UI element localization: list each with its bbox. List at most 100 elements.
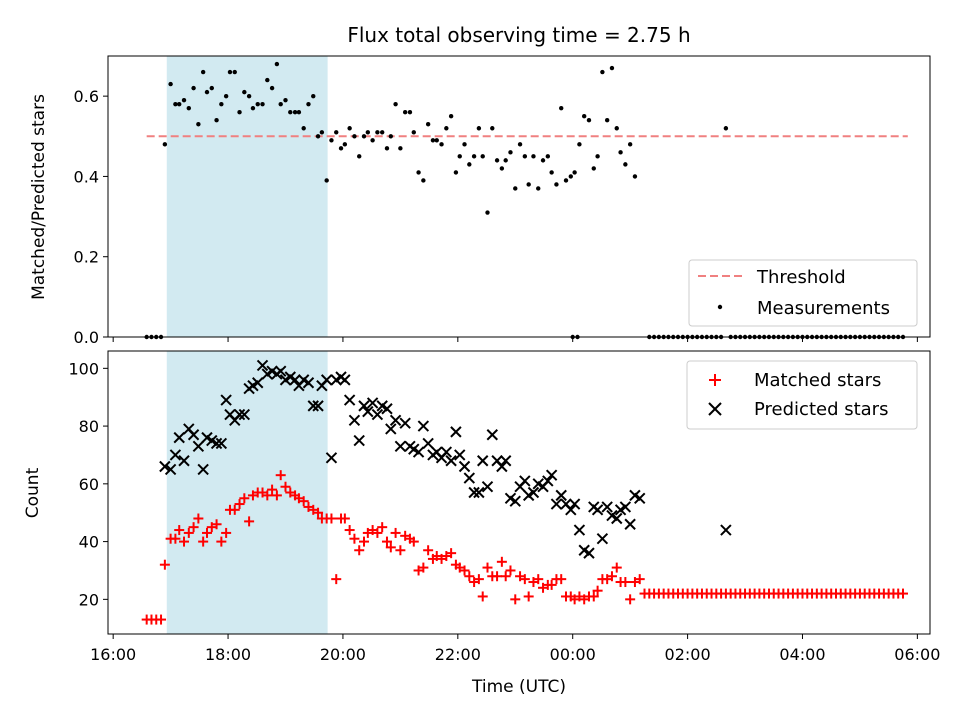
measurement-point: [591, 166, 596, 171]
predicted-star-point: [591, 504, 604, 516]
predicted-star-point: [371, 408, 384, 421]
measurement-point: [471, 154, 477, 159]
predicted-star-point: [366, 397, 379, 409]
predicted-star-point: [477, 455, 489, 467]
measurement-point: [352, 134, 357, 139]
measurement-point: [614, 126, 619, 131]
matched-star-point: [500, 571, 511, 582]
predicted-star-point: [192, 440, 205, 453]
top-y-tick-label: 0.4: [74, 167, 99, 186]
predicted-star-point: [385, 423, 397, 435]
matched-star-point: [183, 527, 194, 538]
matched-legend-label: Matched stars: [754, 370, 881, 391]
matched-star-point: [505, 565, 516, 576]
measurement-point: [274, 61, 280, 67]
measurement-point: [196, 122, 201, 127]
matched-star-point: [271, 490, 282, 501]
predicted-star-point: [197, 463, 209, 476]
measurement-point: [162, 142, 168, 147]
measurement-point: [554, 182, 559, 187]
measurement-point: [311, 93, 316, 99]
measurement-point: [269, 85, 275, 91]
measurement-point: [232, 69, 237, 75]
matched-star-point: [546, 579, 557, 590]
predicted-star-point: [325, 452, 338, 464]
matched-star-point: [385, 542, 396, 553]
matched-star-point: [519, 574, 530, 585]
measurement-point: [342, 142, 348, 147]
measurement-point: [559, 105, 564, 111]
measurement-point: [467, 162, 472, 167]
predicted-star-point: [450, 426, 462, 438]
measurement-point: [388, 134, 394, 139]
measurement-point: [536, 186, 541, 191]
measurement-point: [338, 146, 344, 151]
matched-star-point: [496, 556, 507, 567]
measurement-point: [453, 170, 459, 175]
matched-star-point: [588, 591, 599, 602]
predicted-star-point: [634, 492, 646, 504]
matched-star-point: [459, 565, 470, 576]
matched-star-point: [556, 574, 567, 585]
measurement-point: [513, 186, 518, 191]
measurement-point: [375, 130, 380, 135]
measurement-point: [632, 174, 638, 179]
matched-star-point: [510, 594, 521, 605]
measurement-point: [329, 138, 334, 143]
measurement-point: [508, 150, 513, 155]
predicted-star-point: [362, 405, 374, 418]
bottom-plot-frame: [107, 350, 931, 635]
measurement-point: [246, 93, 252, 99]
measurement-point: [439, 142, 444, 147]
matched-star-point: [193, 513, 204, 524]
predicted-star-point: [312, 400, 324, 412]
x-tick-label: 06:00: [894, 645, 940, 664]
predicted-star-point: [358, 400, 370, 412]
measurement-point: [384, 146, 390, 151]
matched-star-point: [423, 545, 434, 556]
measurement-point: [324, 178, 329, 183]
predicted-star-point: [468, 486, 480, 499]
predicted-star-point: [619, 501, 632, 513]
measurement-point: [430, 138, 436, 143]
measurement-point: [411, 130, 416, 135]
measurement-point: [227, 69, 233, 75]
measurement-point: [434, 138, 439, 143]
matched-star-point: [898, 588, 909, 599]
matched-star-point: [359, 536, 370, 547]
predicted-star-point: [394, 440, 407, 453]
matched-star-point: [473, 574, 484, 585]
predicted-star-point: [720, 524, 732, 536]
matched-star-point: [313, 507, 324, 518]
matched-star-point: [216, 536, 227, 547]
predicted-star-point: [445, 455, 457, 467]
predicted-star-point: [499, 455, 512, 467]
matched-star-point: [280, 481, 291, 492]
measurement-point: [237, 110, 242, 115]
predicted-star-point: [601, 501, 613, 513]
predicted-star-point: [509, 495, 521, 507]
predicted-star-point: [389, 414, 402, 427]
matched-star-point: [339, 513, 350, 524]
predicted-star-point: [417, 420, 430, 432]
measurement-point: [503, 158, 508, 163]
measurement-point: [186, 105, 192, 111]
predicted-star-point: [169, 449, 182, 461]
measurement-point: [361, 134, 367, 139]
matched-star-point: [482, 562, 493, 573]
matched-star-point: [159, 559, 170, 570]
predicted-star-point: [422, 437, 434, 450]
predicted-star-point: [343, 394, 356, 406]
measurement-point: [490, 126, 495, 131]
measurement-point: [485, 210, 490, 215]
matched-star-point: [244, 516, 255, 527]
predicted-star-point: [624, 518, 636, 530]
bottom-y-tick-label: 40: [79, 533, 99, 552]
measurement-point: [398, 146, 403, 151]
measurement-point: [278, 101, 283, 107]
matched-star-point: [611, 562, 622, 573]
x-tick-label: 18:00: [205, 645, 251, 664]
predicted-star-point: [496, 460, 508, 473]
matched-star-point: [620, 577, 631, 588]
